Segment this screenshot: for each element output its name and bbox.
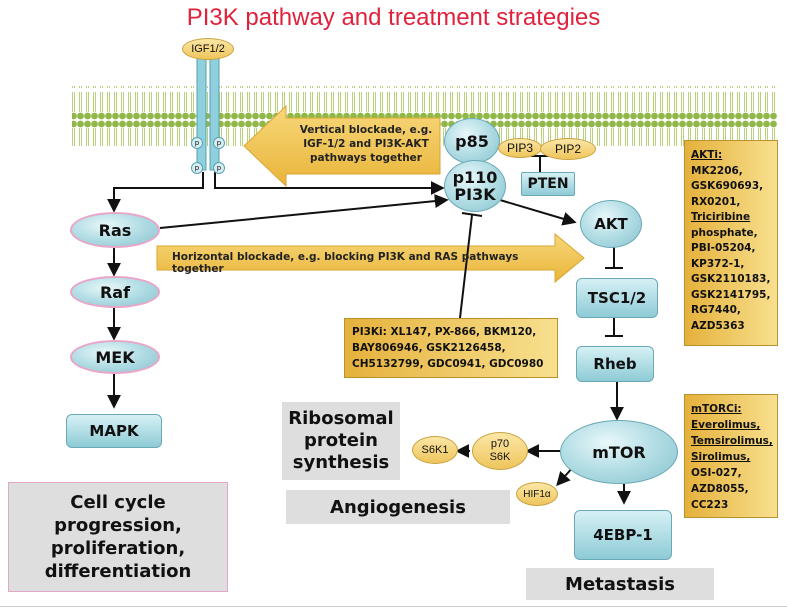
akt-node: AKT [580,200,642,248]
arrow-pi3k-akt [499,199,577,226]
phospho-site: p [191,137,203,149]
phospho-site: p [213,162,225,174]
vertical-blockade-arrow [243,104,441,188]
pi3ki-line: CH5132799, GDC0941, GDC0980 [352,358,544,370]
p110-label: p110 [452,168,498,187]
horizontal-blockade-arrow [156,232,585,284]
pi3k-node: p110 PI3K [444,160,506,212]
mek-node: MEK [70,340,160,374]
mtorci-drug: OSI-027, [691,467,742,479]
igf-label: IGF1/2 [182,38,234,60]
ribosomal-outcome: Ribosomal protein synthesis [282,402,400,480]
pi3ki-line: PI3Ki: XL147, PX-866, BKM120, [352,326,537,338]
metastasis-outcome: Metastasis [526,568,714,600]
akti-drug: Triciribine [691,211,751,223]
vertical-blockade-line: IGF-1/2 and PI3K-AKT [303,138,429,150]
mtorci-drug: CC223 [691,499,729,511]
s6k1-node: S6K1 [412,436,458,464]
akti-drug: AZD5363 [691,319,745,332]
cellcycle-line: proliferation, [50,538,186,559]
cellcycle-line: Cell cycle [70,492,166,513]
mtorci-drug: Temsirolimus, [691,435,773,447]
akti-title: AKTi: [691,149,723,161]
vertical-blockade-line: pathways together [310,152,422,164]
rheb-node: Rheb [576,346,654,382]
akti-drug: MK2206, [691,164,743,177]
akti-drug: RX0201, [691,195,741,208]
angiogenesis-outcome: Angiogenesis [286,490,510,524]
arrow-receptor-pi3k [214,172,445,195]
arrow-ras-pi3k [159,194,449,229]
p70-label: p70 [490,438,510,450]
s6k-label: S6K [489,451,511,463]
akti-drug: PBI-05204, [691,242,756,254]
pten-node: PTEN [521,172,575,196]
pi3k-label: PI3K [454,185,496,204]
pi3ki-inhibitor-box: PI3Ki: XL147, PX-866, BKM120, BAY806946,… [344,318,558,378]
mapk-node: MAPK [66,414,162,448]
akti-drug: GSK2110183, [691,273,771,285]
vertical-blockade-label: Vertical blockade, e.g. IGF-1/2 and PI3K… [292,123,440,165]
cellcycle-line: progression, [54,515,182,536]
vertical-blockade-line: Vertical blockade, e.g. [299,124,433,136]
arrow-receptor-ras [107,172,204,213]
raf-node: Raf [70,276,160,308]
akti-inhibitor-box: AKTi: MK2206, GSK690693, RX0201, Triciri… [684,140,778,346]
horizontal-blockade-label: Horizontal blockade, e.g. blocking PI3K … [172,251,519,275]
akti-drug: phosphate, [691,226,758,239]
akti-drug: GSK2141795, [691,288,771,301]
tsc-node: TSC1/2 [576,278,658,318]
mtorci-title: mTORCi: [691,403,742,415]
p70-s6k-node: p70 S6K [472,432,528,470]
akti-drug: RG7440, [691,304,741,316]
mtorci-drug: AZD8055, [691,483,749,495]
phospho-site: p [213,137,225,149]
akti-drug: GSK690693, [691,180,764,192]
cellcycle-line: differentiation [44,561,192,582]
pip3-node: PIP3 [498,138,542,158]
ribosomal-line: protein [304,430,378,451]
phospho-site: p [191,162,203,174]
page-title: PI3K pathway and treatment strategies [186,4,601,31]
akti-drug: KP372-1, [691,257,745,270]
pi3ki-line: BAY806946, GSK2126458, [352,342,506,354]
mtorci-inhibitor-box: mTORCi: Everolimus, Temsirolimus, Siroli… [684,394,778,518]
p85-node: p85 [444,118,500,164]
pi3ki-inhibition [459,214,473,319]
ribosomal-line: Ribosomal [288,408,394,429]
4ebp1-node: 4EBP-1 [574,510,672,560]
mtor-node: mTOR [560,420,678,484]
bottom-divider [0,606,787,607]
cellcycle-outcome: Cell cycle progression, proliferation, d… [8,482,228,592]
hif1a-node: HIF1α [516,482,558,506]
pip2-node: PIP2 [540,138,596,160]
ras-node: Ras [70,212,160,248]
mtorci-drug: Everolimus, [691,419,761,431]
ribosomal-line: synthesis [292,452,390,473]
mtorci-drug: Sirolimus, [691,451,751,463]
